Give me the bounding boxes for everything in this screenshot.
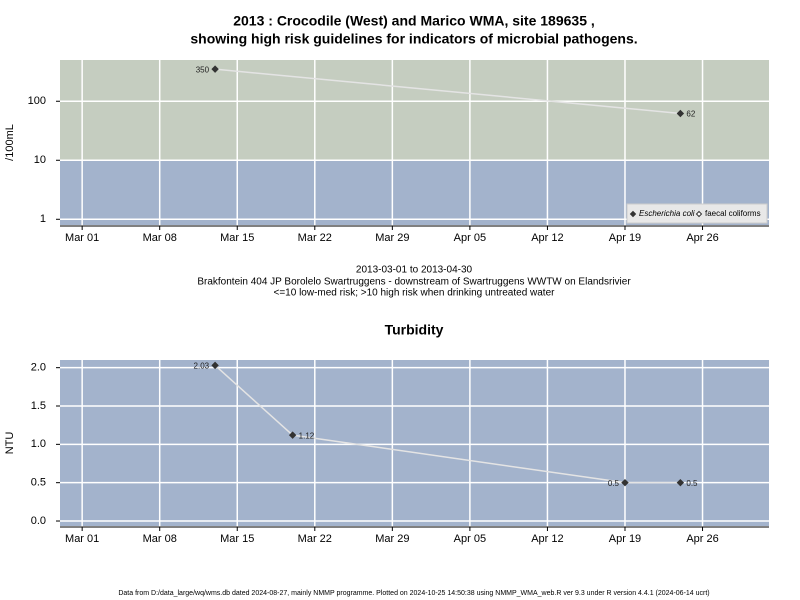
- x-tick-label: Apr 05: [454, 533, 486, 545]
- data-label: 0.5: [686, 479, 698, 488]
- y-tick-label: 2.0: [31, 362, 46, 374]
- x-tick-label: Mar 01: [65, 232, 99, 244]
- data-point: [621, 478, 629, 487]
- data-point: [211, 361, 219, 370]
- data-label: 2.03: [194, 361, 210, 370]
- y-tick-label: 0.5: [31, 477, 46, 489]
- y-tick-label: 1.0: [31, 438, 46, 450]
- legend-marker: [629, 210, 637, 218]
- y-tick-label: 10: [34, 154, 46, 166]
- x-tick-label: Mar 15: [220, 232, 254, 244]
- x-tick-label: Mar 08: [143, 232, 177, 244]
- y-tick-label: 0.0: [31, 515, 46, 527]
- chart-title: 2013 : Crocodile (West) and Marico WMA, …: [233, 13, 595, 29]
- x-tick-label: Apr 12: [531, 533, 563, 545]
- data-point: [676, 109, 685, 118]
- data-point: [288, 431, 297, 439]
- y-tick-label: 1: [40, 213, 46, 225]
- legend-entry: Escherichia coli: [639, 209, 695, 218]
- x-tick-label: Apr 12: [531, 232, 563, 244]
- x-tick-label: Apr 19: [609, 232, 641, 244]
- series-line: [215, 68, 681, 115]
- x-tick-label: Apr 05: [454, 232, 486, 244]
- y-tick-label: 1.5: [31, 400, 46, 412]
- y-axis-label: /100mL: [4, 124, 16, 161]
- data-label: 1.12: [299, 431, 315, 440]
- y-tick-label: 100: [28, 95, 46, 107]
- x-tick-label: Mar 01: [65, 533, 99, 545]
- data-point: [211, 65, 219, 73]
- x-tick-label: Mar 08: [143, 533, 177, 545]
- data-point: [676, 478, 685, 487]
- chart-title: showing high risk guidelines for indicat…: [190, 31, 637, 47]
- series-line: [214, 364, 681, 484]
- footer: Data from D:/data_large/wq/wms.db dated …: [118, 590, 709, 597]
- x-tick-label: Mar 15: [220, 533, 254, 545]
- plot-background: [60, 360, 769, 526]
- data-label: 62: [686, 110, 695, 119]
- legend-marker: [695, 210, 703, 218]
- high-risk-band: [60, 60, 769, 161]
- data-label: 350: [196, 65, 210, 74]
- x-tick-label: Mar 29: [375, 533, 409, 545]
- x-tick-label: Mar 22: [298, 232, 332, 244]
- data-label: 0.5: [608, 479, 620, 488]
- legend-entry: faecal coliforms: [705, 209, 761, 218]
- x-tick-label: Apr 26: [686, 533, 718, 545]
- y-axis-label: NTU: [4, 432, 16, 455]
- caption: 2013-03-01 to 2013-04-30: [356, 265, 473, 276]
- x-tick-label: Mar 29: [375, 232, 409, 244]
- x-tick-label: Apr 19: [609, 533, 641, 545]
- chart-title: Turbidity: [385, 322, 444, 338]
- caption: <=10 low-med risk; >10 high risk when dr…: [274, 288, 556, 299]
- caption: Brakfontein 404 JP Borolelo Swartruggens…: [197, 277, 631, 288]
- x-tick-label: Apr 26: [686, 232, 718, 244]
- x-tick-label: Mar 22: [298, 533, 332, 545]
